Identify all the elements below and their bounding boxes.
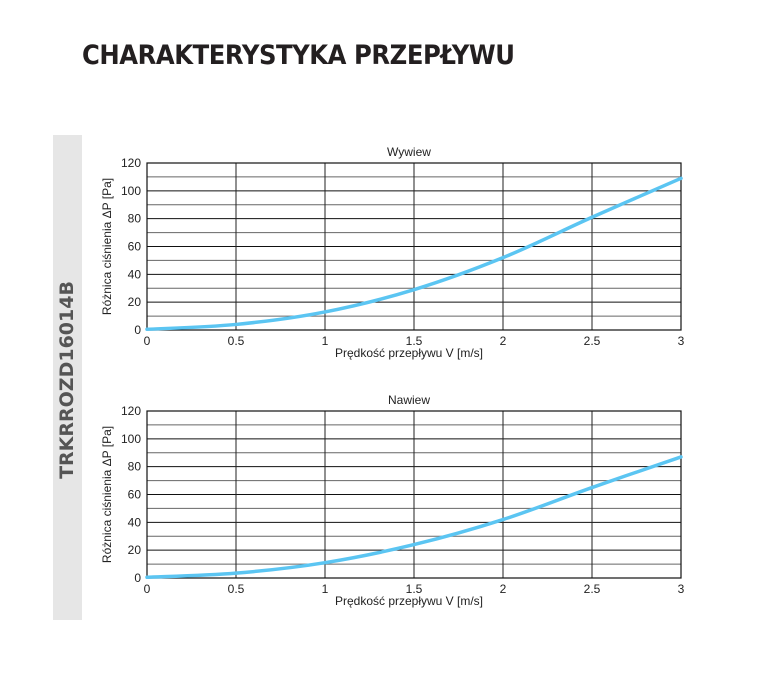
x-axis-label: Prędkość przepływu V [m/s] xyxy=(335,594,483,608)
x-tick-label: 2 xyxy=(500,582,507,596)
y-axis-label: Różnica ciśnienia ΔP [Pa] xyxy=(100,178,114,315)
x-tick-label: 1 xyxy=(322,334,329,348)
plot-frame xyxy=(146,410,682,579)
x-tick-label: 2 xyxy=(500,334,507,348)
x-tick-label: 0.5 xyxy=(228,582,245,596)
y-tick-label: 120 xyxy=(121,404,141,418)
chart-nawiew: 0 0.5 1 1.5 2 2.5 3 0 20 40 60 80 100 120 Nawiew Prędko… xyxy=(100,393,685,608)
y-tick-label: 40 xyxy=(128,515,142,529)
x-tick-label: 1 xyxy=(322,582,329,596)
x-tick-label: 0 xyxy=(144,334,151,348)
page-title: CHARAKTERYSTYKA PRZEPŁYWU xyxy=(82,40,515,71)
x-tick-label: 3 xyxy=(678,334,685,348)
y-tick-label: 60 xyxy=(128,488,142,502)
y-tick-label: 20 xyxy=(128,543,142,557)
y-tick-label: 60 xyxy=(128,240,142,254)
y-tick-label: 0 xyxy=(134,571,141,585)
chart-title: Nawiew xyxy=(388,393,430,407)
x-axis-label: Prędkość przepływu V [m/s] xyxy=(335,346,483,360)
x-tick-label: 2.5 xyxy=(584,334,601,348)
plot-frame xyxy=(146,162,682,331)
x-tick-label: 2.5 xyxy=(584,582,601,596)
x-tick-label: 0 xyxy=(144,582,151,596)
x-tick-label: 1.5 xyxy=(406,334,423,348)
series-line xyxy=(145,455,683,580)
y-tick-label: 80 xyxy=(128,460,142,474)
x-tick-label: 0.5 xyxy=(228,334,245,348)
y-axis-label: Różnica ciśnienia ΔP [Pa] xyxy=(100,426,114,563)
series-line xyxy=(145,176,683,332)
x-tick-label: 1.5 xyxy=(406,582,423,596)
y-tick-label: 0 xyxy=(134,323,141,337)
y-tick-label: 40 xyxy=(128,267,142,281)
y-tick-label: 100 xyxy=(121,184,141,198)
chart-title: Wywiew xyxy=(387,145,431,159)
y-tick-label: 80 xyxy=(128,212,142,226)
product-code-bar xyxy=(53,135,82,620)
y-tick-label: 120 xyxy=(121,156,141,170)
y-tick-label: 20 xyxy=(128,295,142,309)
x-tick-label: 3 xyxy=(678,582,685,596)
y-tick-label: 100 xyxy=(121,432,141,446)
chart-wywiew: 0 0.5 1 1.5 2 2.5 3 0 20 40 60 80 100 120 Wywiew Prędko… xyxy=(100,145,685,360)
